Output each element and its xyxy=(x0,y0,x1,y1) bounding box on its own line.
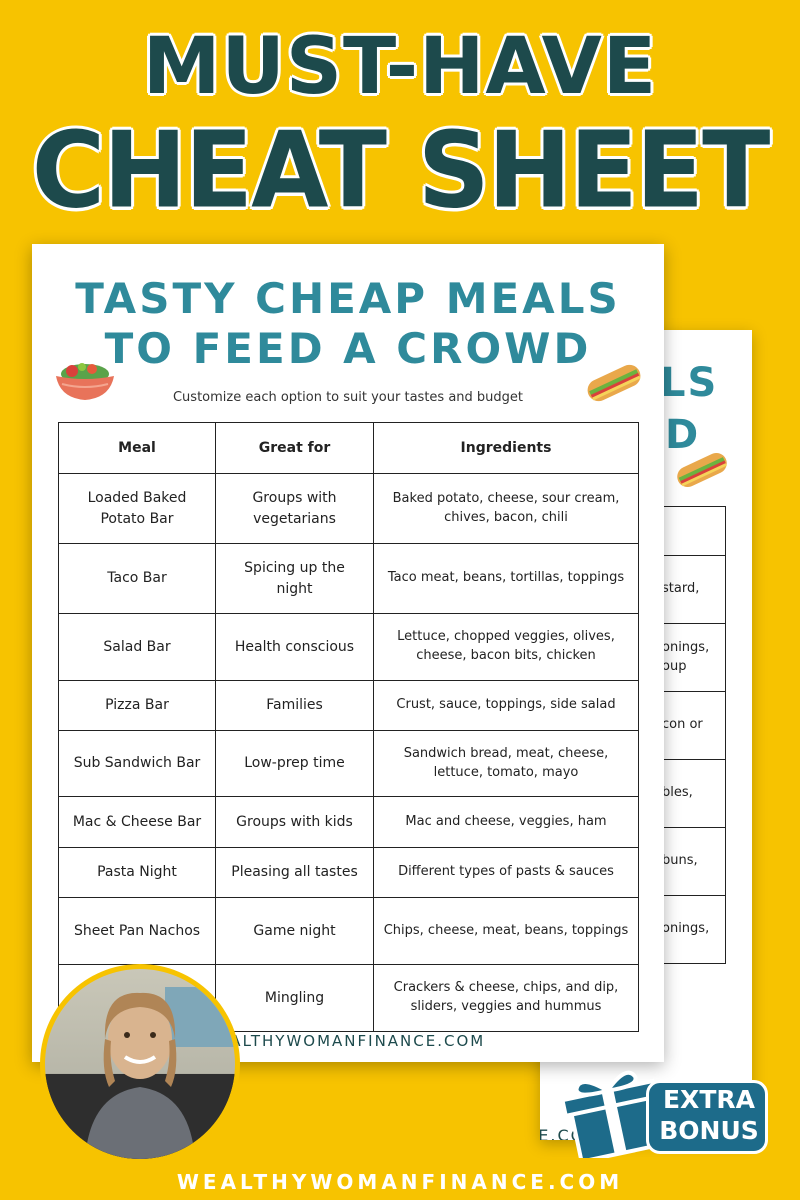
table-row: Salad Bar Health conscious Lettuce, chop… xyxy=(58,613,639,681)
meal-cell: Salad Bar xyxy=(58,613,216,681)
sheet-subtitle: Customize each option to suit your taste… xyxy=(172,390,523,405)
salad-bowl-icon xyxy=(56,363,114,400)
great-for-cell: Groups with vegetarians xyxy=(215,473,374,544)
sheet-url: WEALTHYWOMANFINANCE.COM xyxy=(202,1032,486,1050)
great-for-cell: Game night xyxy=(215,897,374,965)
table-row: Pasta Night Pleasing all tastes Differen… xyxy=(58,847,639,898)
table-row: Taco Bar Spicing up the night Taco meat,… xyxy=(58,543,639,614)
table-row: Loaded Baked Potato Bar Groups with vege… xyxy=(58,473,639,544)
table-header-row: Meal Great for Ingredients xyxy=(58,422,639,474)
meal-cell: Pasta Night xyxy=(58,847,216,898)
avatar xyxy=(40,964,240,1164)
great-for-cell: Health conscious xyxy=(215,613,374,681)
meal-cell: Mac & Cheese Bar xyxy=(58,796,216,848)
great-for-cell: Mingling xyxy=(215,964,374,1032)
sheet-title-line-1: TASTY CHEAP MEALS xyxy=(75,274,621,323)
person-photo-illustration xyxy=(45,987,235,1159)
great-for-cell: Groups with kids xyxy=(215,796,374,848)
table-row: Sub Sandwich Bar Low-prep time Sandwich … xyxy=(58,730,639,797)
back-sheet-title-fragment: LS xyxy=(660,360,719,406)
ingredients-cell: Sandwich bread, meat, cheese, lettuce, t… xyxy=(373,730,639,797)
great-for-cell: Spicing up the night xyxy=(215,543,374,614)
meal-cell: Sub Sandwich Bar xyxy=(58,730,216,797)
meal-cell: Sheet Pan Nachos xyxy=(58,897,216,965)
meals-table: Meal Great for Ingredients Loaded Baked … xyxy=(58,422,639,1032)
table-row: Sheet Pan Nachos Game night Chips, chees… xyxy=(58,897,639,965)
column-header-meal: Meal xyxy=(58,422,216,474)
front-sheet: TASTY CHEAP MEALS TO FEED A CROWD Custom… xyxy=(32,244,664,1062)
ingredients-cell: Mac and cheese, veggies, ham xyxy=(373,796,639,848)
table-row: Mac & Cheese Bar Groups with kids Mac an… xyxy=(58,796,639,848)
great-for-cell: Families xyxy=(215,680,374,731)
ingredients-cell: Taco meat, beans, tortillas, toppings xyxy=(373,543,639,614)
bonus-line-1: EXTRA xyxy=(662,1085,755,1114)
bonus-text: EXTRA BONUS xyxy=(654,1084,764,1146)
great-for-cell: Low-prep time xyxy=(215,730,374,797)
extra-bonus-badge: EXTRA BONUS xyxy=(558,1066,768,1158)
footer-url: WEALTHYWOMANFINANCE.COM xyxy=(176,1170,624,1194)
table-row: Pizza Bar Families Crust, sauce, topping… xyxy=(58,680,639,731)
ingredients-cell: Lettuce, chopped veggies, olives, cheese… xyxy=(373,613,639,681)
meal-cell: Loaded Baked Potato Bar xyxy=(58,473,216,544)
column-header-ingredients: Ingredients xyxy=(373,422,639,474)
sub-sandwich-icon xyxy=(587,364,641,402)
ingredients-cell: Crust, sauce, toppings, side salad xyxy=(373,680,639,731)
ingredients-cell: Baked potato, cheese, sour cream, chives… xyxy=(373,473,639,544)
headline-line-1: MUST-HAVE xyxy=(142,22,658,112)
meal-cell: Taco Bar xyxy=(58,543,216,614)
column-header-great-for: Great for xyxy=(215,422,374,474)
headline-line-2: CHEAT SHEET xyxy=(31,109,771,232)
bonus-label-box xyxy=(646,1080,768,1154)
author-photo xyxy=(45,969,235,1159)
sheet-title-line-2: TO FEED A CROWD xyxy=(104,324,592,373)
ingredients-cell: Chips, cheese, meat, beans, toppings xyxy=(373,897,639,965)
ingredients-cell: Crackers & cheese, chips, and dip, slide… xyxy=(373,964,639,1032)
great-for-cell: Pleasing all tastes xyxy=(215,847,374,898)
meal-cell: Pizza Bar xyxy=(58,680,216,731)
back-sheet-cell-text: onings, oup xyxy=(662,639,710,674)
sub-sandwich-icon xyxy=(677,452,727,488)
bonus-line-2: BONUS xyxy=(659,1116,759,1145)
back-sheet-title-fragment-2: D xyxy=(665,412,699,458)
ingredients-cell: Different types of pasts & sauces xyxy=(373,847,639,898)
back-sheet-table: stard, onings, oup con or bles, buns, oni… xyxy=(600,506,726,964)
